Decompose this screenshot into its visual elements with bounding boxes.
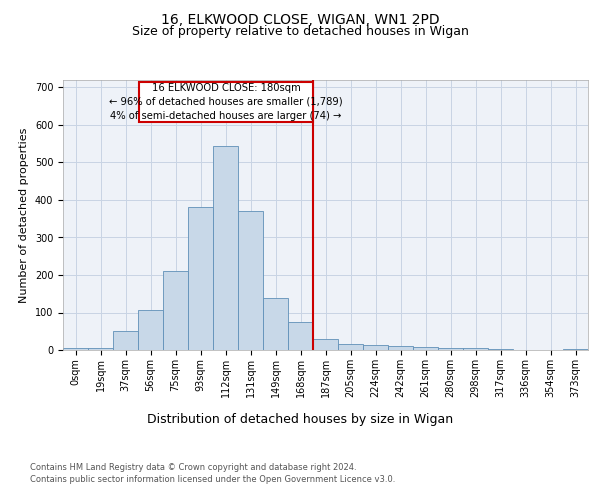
Text: Distribution of detached houses by size in Wigan: Distribution of detached houses by size … xyxy=(147,412,453,426)
Bar xyxy=(138,310,163,350)
Bar xyxy=(388,346,413,350)
Bar xyxy=(563,349,588,350)
Bar xyxy=(463,348,488,350)
Bar xyxy=(488,349,513,350)
Bar xyxy=(113,330,138,350)
Bar xyxy=(163,271,188,350)
Bar xyxy=(63,348,88,350)
Bar xyxy=(363,345,388,350)
Bar xyxy=(213,146,238,350)
Bar xyxy=(413,348,438,350)
Bar xyxy=(238,211,263,350)
Text: 16 ELKWOOD CLOSE: 180sqm
← 96% of detached houses are smaller (1,789)
4% of semi: 16 ELKWOOD CLOSE: 180sqm ← 96% of detach… xyxy=(109,83,343,121)
Y-axis label: Number of detached properties: Number of detached properties xyxy=(19,128,29,302)
Bar xyxy=(263,298,288,350)
Bar xyxy=(88,348,113,350)
Bar xyxy=(288,322,313,350)
Bar xyxy=(438,348,463,350)
Bar xyxy=(188,208,213,350)
Text: Size of property relative to detached houses in Wigan: Size of property relative to detached ho… xyxy=(131,25,469,38)
Bar xyxy=(313,339,338,350)
Text: 16, ELKWOOD CLOSE, WIGAN, WN1 2PD: 16, ELKWOOD CLOSE, WIGAN, WN1 2PD xyxy=(161,12,439,26)
Bar xyxy=(338,344,363,350)
FancyBboxPatch shape xyxy=(139,82,313,122)
Text: Contains public sector information licensed under the Open Government Licence v3: Contains public sector information licen… xyxy=(30,475,395,484)
Text: Contains HM Land Registry data © Crown copyright and database right 2024.: Contains HM Land Registry data © Crown c… xyxy=(30,462,356,471)
